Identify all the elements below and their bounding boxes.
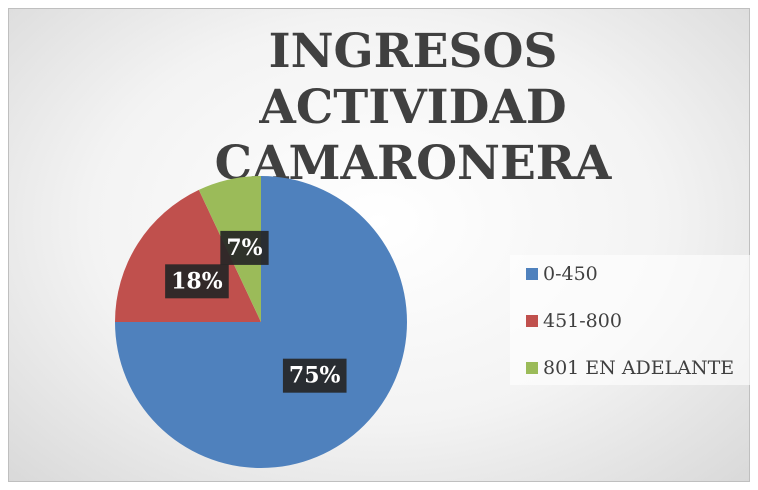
legend-label: 451-800 [543,310,622,332]
legend-swatch [526,362,538,374]
data-label-box [220,230,269,265]
legend-label: 0-450 [543,263,598,285]
legend-swatch [526,315,538,327]
data-label: 18% [171,268,223,294]
legend-swatch [526,268,538,280]
data-label-box [282,358,347,393]
legend-box [510,255,750,385]
data-label-box [165,264,229,299]
data-label: 7% [226,235,262,261]
data-label: 75% [289,363,341,389]
legend-label: 801 EN ADELANTE [543,357,734,379]
